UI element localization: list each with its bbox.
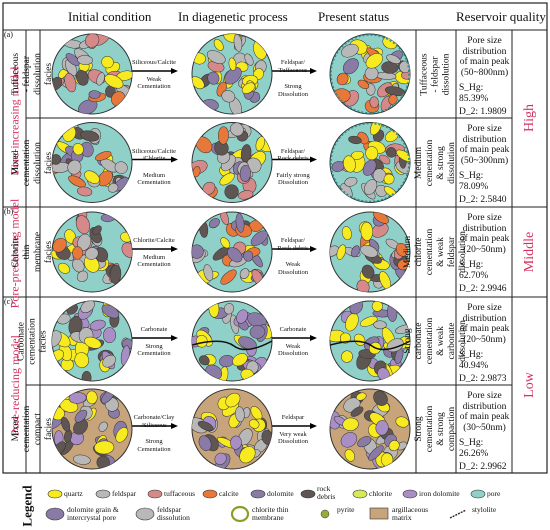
d2-value: D_2: 1.9809	[459, 107, 507, 117]
facies-label: Mixed cementation dissolution facies	[11, 139, 55, 186]
diagenesis-arrow-1: Carbonate Strong Cementation	[137, 326, 171, 357]
rock-thin-section	[329, 33, 411, 115]
rock-thin-section	[191, 33, 273, 115]
rock-thin-section	[51, 122, 133, 203]
legend-label: stylolite	[472, 505, 497, 514]
quality-middle: Middle	[522, 231, 538, 273]
facies-label: Mixed cementation compact facies	[11, 405, 55, 453]
d2-value: D_2: 2.9962	[459, 462, 507, 472]
rock-thin-section	[329, 388, 411, 470]
diagenesis-arrow-2: Feldspar/Rock debris Fairly strong Dissolu…	[276, 147, 310, 187]
legend-label: feldspar	[112, 489, 137, 498]
legend-label: quartz	[64, 489, 83, 498]
pore-size-stats: Pore size distribution of main peak (50~300…	[457, 124, 512, 206]
shg-value: S_Hg: 62.70%	[459, 260, 489, 281]
legend-swatch	[202, 489, 218, 499]
legend-label: rock debris	[317, 484, 336, 501]
header-initial: Initial condition	[68, 9, 152, 24]
header-quality: Reservoir quality	[456, 9, 546, 24]
present-status-label: Strong cementation & strong compaction	[414, 405, 458, 453]
rock-thin-section	[51, 300, 133, 382]
legend-swatch	[250, 489, 266, 499]
shg-value: S_Hg: 78.09%	[459, 171, 489, 192]
diagenesis-arrow-1: Siliceous/Calcite Weak Cementation	[131, 59, 177, 90]
present-status-label: Strong carbonate cementation & weak carb…	[403, 317, 469, 365]
legend-swatch	[369, 507, 389, 520]
legend-label: chlorite thin membrane	[252, 505, 289, 522]
rock-thin-section	[329, 122, 411, 203]
shg-value: S_Hg: 26.26%	[459, 438, 489, 459]
legend-title: Legend	[20, 485, 36, 527]
facies-label: Tuffaceous - feldspar dissolution facies	[11, 52, 55, 96]
diagenesis-arrow-1: Carbonate/Clay/Siliceous Strong Cementatio…	[133, 414, 175, 453]
pore-size-stats: Pore size distribution of main peak (20~50n…	[457, 213, 512, 295]
legend-label: dolomite grain & intercrystal pore	[67, 505, 119, 522]
quality-low: Low	[521, 372, 537, 398]
legend-label: feldspar dissolution	[157, 505, 190, 522]
quality-high: High	[522, 103, 537, 132]
shg-value: S_Hg: 40.94%	[459, 350, 489, 371]
rock-thin-section	[51, 211, 133, 293]
diagenesis-arrow-1: Siliceous/Calcite/Chlorite Medium Cementat…	[131, 147, 177, 187]
rock-thin-section	[51, 388, 133, 470]
legend-swatch	[320, 509, 330, 519]
rock-thin-section	[191, 300, 273, 382]
diagenesis-arrow-2: Feldspar/Tuffaceous Strong Dissolution	[278, 59, 308, 98]
present-status-label: Tuffaceous - feldspar dissolution	[419, 52, 452, 96]
rock-thin-section	[329, 300, 411, 382]
d2-value: D_2: 2.5840	[459, 195, 507, 205]
shg-value: S_Hg: 85.39%	[459, 83, 489, 104]
legend-label: iron dolomite	[419, 489, 460, 498]
legend-swatch	[449, 509, 467, 519]
legend-swatch	[470, 489, 486, 499]
rock-thin-section	[329, 211, 411, 293]
legend-swatch	[402, 489, 418, 499]
header-present: Present status	[318, 9, 390, 24]
legend-label: calcite	[219, 489, 239, 498]
model-tag-c: (c)	[4, 297, 13, 306]
facies-label: Chlorite thin membrane facies	[11, 231, 55, 273]
legend-swatch	[230, 505, 250, 523]
pore-size-stats: Pore size distribution of main peak (30~50n…	[457, 391, 512, 473]
diagenesis-arrow-2: Feldspar/Rock debris Weak Dissolution	[277, 237, 309, 276]
rock-thin-section	[191, 388, 273, 470]
d2-value: D_2: 2.9873	[459, 374, 507, 384]
legend-label: argillaceous matrix	[392, 505, 429, 522]
diagenesis-arrow-2: Feldspar Very weak Dissolution	[278, 414, 308, 445]
legend-swatch	[300, 489, 316, 499]
diagenesis-arrow-1: Chlorite/Calcite Medium Cementation	[133, 237, 175, 268]
legend-swatch	[45, 507, 65, 521]
model-tag-b: (b)	[4, 207, 14, 216]
header-diagenetic: In diagenetic process	[178, 9, 288, 24]
pore-size-stats: Pore size distribution of main peak (20~50n…	[457, 303, 512, 385]
legend-swatch	[95, 489, 111, 499]
legend-label: tuffaceous	[164, 489, 196, 498]
legend-swatch	[47, 489, 63, 499]
pore-size-stats: Pore size distribution of main peak (50~800…	[457, 36, 512, 118]
legend-swatch	[147, 489, 163, 499]
rock-thin-section	[51, 33, 133, 115]
model-tag-a: (a)	[4, 30, 13, 39]
legend-label: pore	[487, 489, 501, 498]
present-status-label: Medium cementation & strong dissolution	[414, 139, 458, 186]
legend-label: pyrite	[337, 505, 355, 514]
legend-label: chlorite	[369, 489, 392, 498]
facies-label: Carbonate cementation facies	[17, 317, 50, 365]
legend-swatch	[135, 507, 155, 521]
present-status-label: Medium chlorite cementation & weak felds…	[403, 228, 469, 276]
legend-label: dolomite	[267, 489, 294, 498]
d2-value: D_2: 2.9946	[459, 284, 507, 294]
diagenesis-arrow-2: Carbonate Weak Dissolution	[278, 326, 308, 357]
legend-swatch	[352, 489, 368, 499]
rock-thin-section	[191, 211, 273, 293]
